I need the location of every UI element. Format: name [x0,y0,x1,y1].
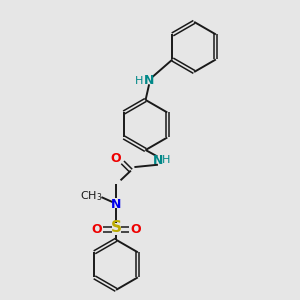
Text: H: H [135,76,143,86]
Text: H: H [161,155,170,165]
Text: S: S [111,220,122,235]
Text: N: N [144,74,154,87]
Text: O: O [111,152,122,165]
Text: N: N [153,154,163,167]
Text: N: N [111,198,121,211]
Text: O: O [92,223,102,236]
Text: O: O [130,223,141,236]
Text: CH$_3$: CH$_3$ [80,189,102,202]
